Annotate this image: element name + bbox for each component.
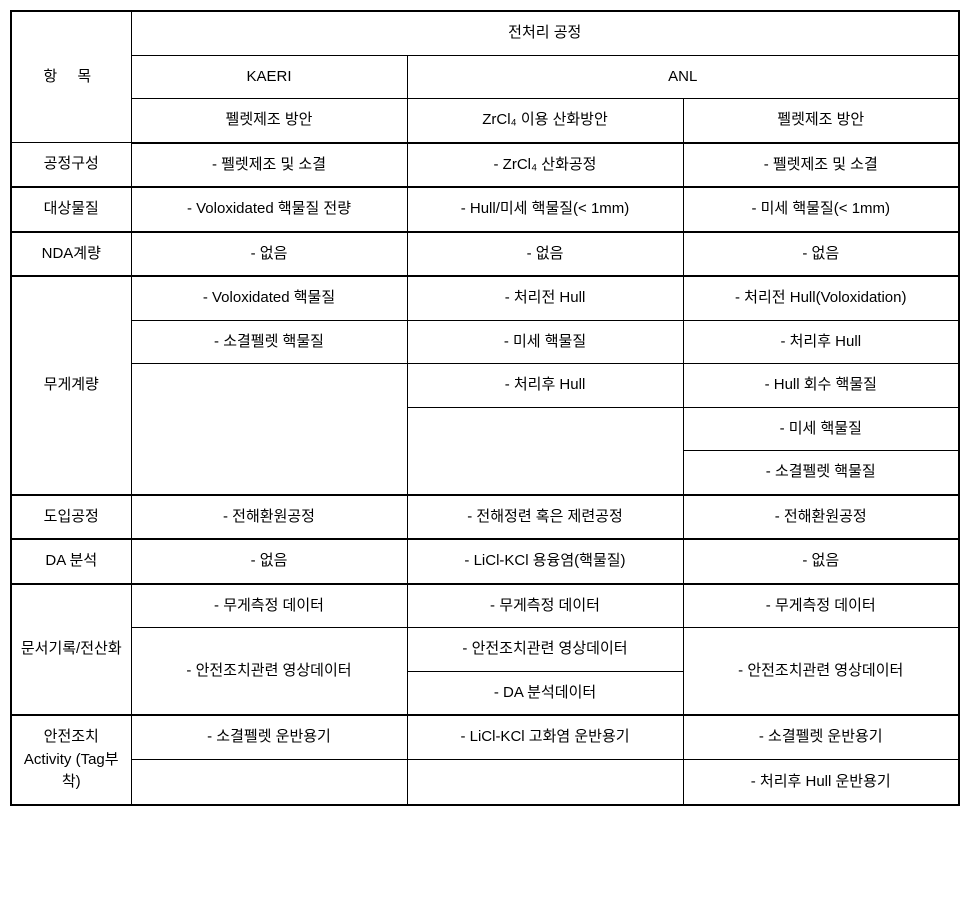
row-label-da: DA 분석 <box>11 539 131 584</box>
header-row-label: 항 목 <box>11 11 131 143</box>
cell: - 펠렛제조 및 소결 <box>131 143 407 188</box>
cell: - Hull 회수 핵물질 <box>683 364 959 408</box>
cell: - Voloxidated 핵물질 <box>131 276 407 320</box>
cell: - 미세 핵물질 <box>407 320 683 364</box>
cell: - 없음 <box>683 232 959 277</box>
row-label-nda: NDA계량 <box>11 232 131 277</box>
header-sub-anl-2: 펠렛제조 방안 <box>683 99 959 143</box>
header-anl: ANL <box>407 55 959 99</box>
row-label-weight: 무게계량 <box>11 276 131 495</box>
cell: - 전해환원공정 <box>683 495 959 540</box>
cell: - 소결펠렛 운반용기 <box>131 715 407 760</box>
cell: - LiCl-KCl 용융염(핵물질) <box>407 539 683 584</box>
cell: - 없음 <box>131 539 407 584</box>
cell: - 소결펠렛 핵물질 <box>683 451 959 495</box>
cell: - Hull/미세 핵물질(< 1mm) <box>407 187 683 232</box>
cell: - 처리전 Hull <box>407 276 683 320</box>
cell: - 처리후 Hull 운반용기 <box>683 760 959 805</box>
cell: - 없음 <box>407 232 683 277</box>
cell: - 처리후 Hull <box>407 364 683 408</box>
header-kaeri: KAERI <box>131 55 407 99</box>
header-main: 전처리 공정 <box>131 11 959 55</box>
row-label-target: 대상물질 <box>11 187 131 232</box>
row-label-intro: 도입공정 <box>11 495 131 540</box>
row-label-safety: 안전조치 Activity (Tag부착) <box>11 715 131 805</box>
cell: - 무게측정 데이터 <box>131 584 407 628</box>
cell: - 처리후 Hull <box>683 320 959 364</box>
cell: - Voloxidated 핵물질 전량 <box>131 187 407 232</box>
cell: - 안전조치관련 영상데이터 <box>131 628 407 716</box>
cell: - ZrCl₄ 산화공정 <box>407 143 683 188</box>
cell-empty <box>407 760 683 805</box>
row-label-docs: 문서기록/전산화 <box>11 584 131 716</box>
cell: - 소결펠렛 핵물질 <box>131 320 407 364</box>
cell: - LiCl-KCl 고화염 운반용기 <box>407 715 683 760</box>
cell: - 미세 핵물질(< 1mm) <box>683 187 959 232</box>
row-label-process: 공정구성 <box>11 143 131 188</box>
cell: - 전해환원공정 <box>131 495 407 540</box>
cell-empty <box>131 364 407 495</box>
cell: - 안전조치관련 영상데이터 <box>407 628 683 672</box>
header-sub-anl-1: ZrCl₄ 이용 산화방안 <box>407 99 683 143</box>
cell: - 미세 핵물질 <box>683 407 959 451</box>
cell-empty <box>131 760 407 805</box>
cell: - 안전조치관련 영상데이터 <box>683 628 959 716</box>
cell: - 소결펠렛 운반용기 <box>683 715 959 760</box>
cell: - 무게측정 데이터 <box>407 584 683 628</box>
cell-empty <box>407 407 683 495</box>
cell: - 없음 <box>683 539 959 584</box>
process-comparison-table: 항 목 전처리 공정 KAERI ANL 펠렛제조 방안 ZrCl₄ 이용 산화… <box>10 10 960 806</box>
cell: - 전해정련 혹은 제련공정 <box>407 495 683 540</box>
cell: - DA 분석데이터 <box>407 671 683 715</box>
cell: - 처리전 Hull(Voloxidation) <box>683 276 959 320</box>
cell: - 무게측정 데이터 <box>683 584 959 628</box>
header-sub-kaeri: 펠렛제조 방안 <box>131 99 407 143</box>
cell: - 펠렛제조 및 소결 <box>683 143 959 188</box>
cell: - 없음 <box>131 232 407 277</box>
